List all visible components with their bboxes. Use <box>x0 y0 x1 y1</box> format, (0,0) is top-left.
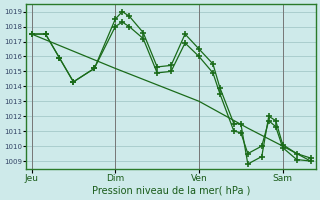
X-axis label: Pression niveau de la mer( hPa ): Pression niveau de la mer( hPa ) <box>92 186 250 196</box>
